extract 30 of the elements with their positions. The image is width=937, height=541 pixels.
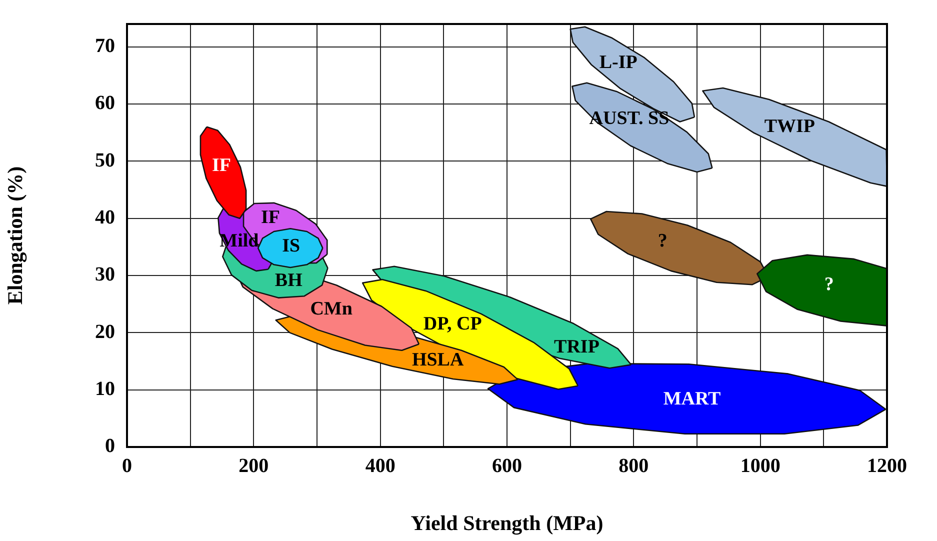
series-label: ? [658, 230, 668, 252]
series-label: DP, CP [423, 313, 482, 334]
series-label: BH [274, 270, 303, 291]
y-tick-label: 30 [95, 264, 115, 286]
x-tick-label: 800 [618, 455, 649, 478]
series-label: IF [212, 154, 231, 176]
y-tick-label: 70 [95, 35, 115, 58]
series-label: TWIP [764, 116, 816, 137]
x-tick-label: 400 [365, 455, 396, 478]
x-tick-label: 1000 [740, 455, 780, 478]
x-tick-label: 600 [492, 455, 522, 478]
series-label: IF [261, 206, 280, 228]
y-tick-label: 20 [95, 320, 115, 343]
x-tick-label: 0 [122, 455, 132, 478]
y-tick-label: 10 [95, 378, 115, 400]
series-label: IS [282, 236, 300, 257]
series-label: ? [824, 274, 834, 295]
y-tick-label: 40 [95, 206, 115, 229]
y-tick-label: 50 [95, 149, 115, 172]
y-tick-label: 60 [95, 92, 115, 114]
y-tick-label: 0 [105, 435, 115, 458]
series-label: HSLA [412, 349, 464, 370]
series-label: MART [663, 388, 722, 410]
y-axis-title: Elongation (%) [3, 166, 28, 305]
series-label: CMn [310, 298, 353, 320]
x-tick-label: 1200 [867, 455, 907, 478]
x-axis-title: Yield Strength (MPa) [410, 510, 604, 535]
x-tick-label: 200 [238, 455, 269, 478]
series-label: TRIP [554, 336, 600, 358]
series-label: L-IP [599, 52, 638, 73]
